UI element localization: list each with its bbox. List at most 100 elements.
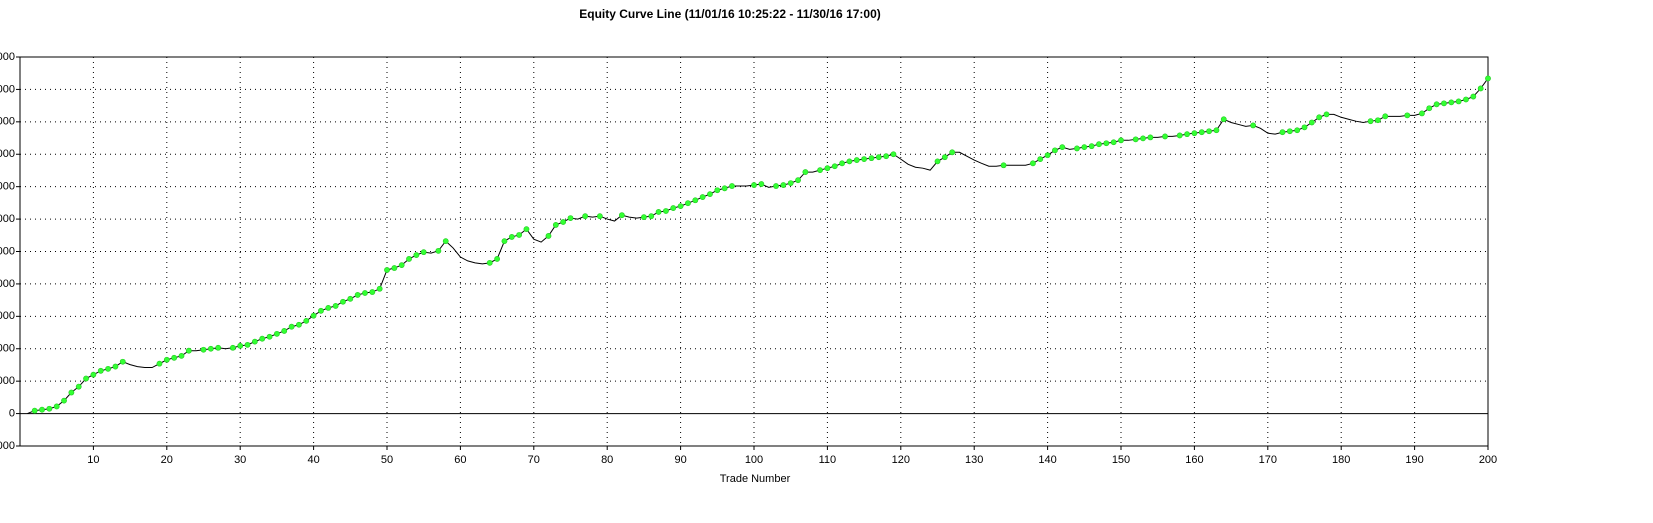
win-marker	[1052, 147, 1058, 154]
win-marker	[83, 375, 89, 382]
win-marker	[1286, 128, 1293, 135]
win-marker	[1485, 75, 1491, 82]
win-marker	[1441, 100, 1447, 107]
win-marker	[486, 259, 493, 266]
win-marker	[582, 213, 589, 220]
win-marker	[31, 407, 38, 414]
win-marker	[817, 167, 823, 174]
win-marker	[824, 165, 831, 172]
win-marker	[340, 298, 346, 305]
win-marker	[332, 303, 339, 309]
x-tick-label: 150	[1112, 454, 1130, 466]
chart-title: Equity Curve Line (11/01/16 10:25:22 - 1…	[579, 7, 881, 21]
win-marker	[1110, 139, 1117, 146]
x-tick-label: 100	[745, 454, 763, 466]
win-marker	[1463, 96, 1469, 103]
win-marker	[207, 345, 214, 352]
win-marker	[185, 347, 192, 354]
win-marker	[1206, 128, 1212, 135]
y-tick-label: 000	[0, 51, 15, 63]
win-marker	[200, 346, 207, 353]
equity-line	[27, 78, 1489, 415]
win-marker	[105, 365, 111, 372]
win-marker	[53, 403, 60, 410]
y-tick-label: 000	[0, 116, 15, 128]
win-marker	[1279, 129, 1286, 136]
y-tick-label: 000	[0, 148, 15, 160]
x-tick-label: 30	[234, 454, 246, 466]
win-marker	[1147, 134, 1154, 141]
win-marker	[1118, 137, 1124, 144]
x-tick-label: 60	[454, 454, 466, 466]
win-marker	[112, 363, 119, 370]
win-marker	[699, 194, 706, 200]
y-tick-label: 000	[0, 343, 15, 355]
win-marker	[75, 383, 82, 390]
y-tick-label: 000	[0, 310, 15, 322]
win-marker	[861, 156, 867, 163]
y-tick-label: 000	[0, 278, 15, 290]
x-tick-label: 10	[87, 454, 99, 466]
win-marker	[655, 209, 662, 215]
win-marker	[406, 256, 412, 262]
win-marker	[97, 367, 104, 374]
win-marker	[839, 160, 845, 167]
win-marker	[941, 154, 948, 161]
win-marker	[1419, 110, 1425, 117]
y-tick-label: 000	[0, 245, 15, 257]
win-marker	[1323, 111, 1330, 118]
win-marker	[1448, 99, 1455, 106]
win-marker	[1081, 144, 1088, 151]
win-marker	[692, 197, 699, 204]
win-marker	[1198, 129, 1205, 136]
y-tick-label: 000	[0, 181, 15, 193]
win-marker	[831, 163, 838, 170]
win-marker	[163, 356, 170, 363]
win-marker	[1059, 144, 1066, 151]
y-tick-label: 000	[0, 440, 15, 452]
win-marker	[494, 256, 500, 262]
win-marker	[296, 321, 302, 328]
win-marker	[795, 177, 801, 184]
win-marker	[46, 405, 53, 412]
win-marker	[229, 344, 236, 351]
x-tick-label: 190	[1405, 454, 1423, 466]
win-marker	[1367, 118, 1374, 125]
win-marker	[413, 252, 420, 258]
win-marker	[787, 180, 794, 187]
x-tick-label: 40	[307, 454, 319, 466]
win-marker	[1470, 93, 1477, 100]
win-marker	[868, 155, 875, 162]
win-marker	[251, 338, 258, 345]
win-marker	[215, 344, 222, 351]
x-tick-label: 140	[1038, 454, 1056, 466]
win-marker	[853, 157, 860, 163]
x-tick-label: 20	[161, 454, 173, 466]
win-marker	[1213, 127, 1220, 134]
win-marker	[714, 187, 721, 194]
win-marker	[1000, 162, 1007, 169]
x-tick-label: 160	[1185, 454, 1203, 466]
plot-frame	[19, 56, 1489, 447]
x-tick-label: 110	[819, 454, 837, 466]
win-marker	[376, 285, 383, 292]
win-marker	[890, 151, 897, 158]
win-marker	[369, 289, 376, 295]
win-marker	[677, 203, 684, 210]
win-marker	[435, 247, 442, 254]
win-marker	[934, 158, 941, 165]
win-marker	[883, 153, 890, 160]
win-marker	[362, 290, 368, 296]
x-tick-label: 130	[965, 454, 983, 466]
win-marker	[758, 181, 765, 187]
win-marker	[1404, 112, 1411, 119]
win-marker	[751, 182, 757, 188]
x-tick-label: 120	[892, 454, 910, 466]
win-marker	[1037, 156, 1044, 163]
win-marker	[846, 158, 853, 165]
win-marker	[68, 389, 75, 396]
win-marker	[325, 305, 332, 311]
win-marker	[259, 335, 266, 342]
x-axis-label: Trade Number	[720, 473, 791, 485]
